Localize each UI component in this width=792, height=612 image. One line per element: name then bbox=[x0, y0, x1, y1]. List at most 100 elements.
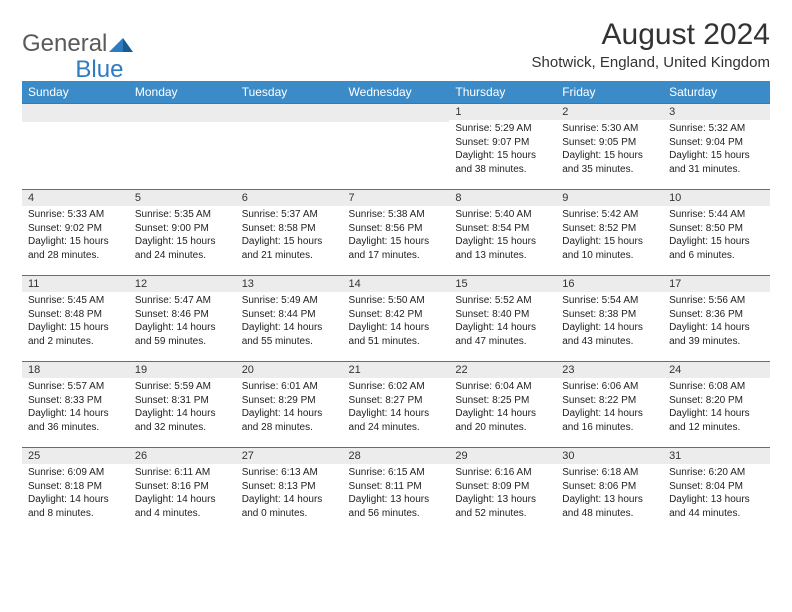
day-number: 16 bbox=[556, 276, 663, 292]
daylight-line: Daylight: 15 hours and 24 minutes. bbox=[135, 235, 230, 262]
daylight-line: Daylight: 14 hours and 32 minutes. bbox=[135, 407, 230, 434]
day-details: Sunrise: 6:04 AMSunset: 8:25 PMDaylight:… bbox=[449, 378, 556, 438]
day-number: 12 bbox=[129, 276, 236, 292]
daylight-line: Daylight: 14 hours and 59 minutes. bbox=[135, 321, 230, 348]
sunrise-line: Sunrise: 5:59 AM bbox=[135, 380, 230, 394]
daylight-line: Daylight: 13 hours and 44 minutes. bbox=[669, 493, 764, 520]
sunrise-line: Sunrise: 6:15 AM bbox=[349, 466, 444, 480]
weekday-header: Saturday bbox=[663, 81, 770, 104]
day-number-empty bbox=[343, 104, 450, 122]
calendar-day-cell bbox=[236, 104, 343, 190]
calendar-day-cell: 17Sunrise: 5:56 AMSunset: 8:36 PMDayligh… bbox=[663, 276, 770, 362]
calendar-week-row: 1Sunrise: 5:29 AMSunset: 9:07 PMDaylight… bbox=[22, 104, 770, 190]
sunset-line: Sunset: 8:33 PM bbox=[28, 394, 123, 408]
day-number-empty bbox=[129, 104, 236, 122]
header: General Blue August 2024 Shotwick, Engla… bbox=[22, 18, 770, 71]
day-details: Sunrise: 5:49 AMSunset: 8:44 PMDaylight:… bbox=[236, 292, 343, 352]
sunset-line: Sunset: 8:46 PM bbox=[135, 308, 230, 322]
weekday-header: Sunday bbox=[22, 81, 129, 104]
sunrise-line: Sunrise: 6:01 AM bbox=[242, 380, 337, 394]
location-subtitle: Shotwick, England, United Kingdom bbox=[532, 54, 770, 71]
sunset-line: Sunset: 8:29 PM bbox=[242, 394, 337, 408]
sunset-line: Sunset: 8:42 PM bbox=[349, 308, 444, 322]
sunrise-line: Sunrise: 5:44 AM bbox=[669, 208, 764, 222]
sunrise-line: Sunrise: 6:20 AM bbox=[669, 466, 764, 480]
daylight-line: Daylight: 13 hours and 56 minutes. bbox=[349, 493, 444, 520]
day-number: 7 bbox=[343, 190, 450, 206]
sunset-line: Sunset: 8:52 PM bbox=[562, 222, 657, 236]
sunrise-line: Sunrise: 6:18 AM bbox=[562, 466, 657, 480]
calendar-day-cell: 31Sunrise: 6:20 AMSunset: 8:04 PMDayligh… bbox=[663, 448, 770, 534]
month-title: August 2024 bbox=[532, 18, 770, 52]
calendar-day-cell: 15Sunrise: 5:52 AMSunset: 8:40 PMDayligh… bbox=[449, 276, 556, 362]
daylight-line: Daylight: 15 hours and 31 minutes. bbox=[669, 149, 764, 176]
calendar-day-cell: 9Sunrise: 5:42 AMSunset: 8:52 PMDaylight… bbox=[556, 190, 663, 276]
day-details: Sunrise: 6:15 AMSunset: 8:11 PMDaylight:… bbox=[343, 464, 450, 524]
day-number: 28 bbox=[343, 448, 450, 464]
sunrise-line: Sunrise: 6:16 AM bbox=[455, 466, 550, 480]
day-number: 5 bbox=[129, 190, 236, 206]
sunset-line: Sunset: 8:27 PM bbox=[349, 394, 444, 408]
sunrise-line: Sunrise: 5:38 AM bbox=[349, 208, 444, 222]
day-details: Sunrise: 5:29 AMSunset: 9:07 PMDaylight:… bbox=[449, 120, 556, 180]
logo-triangle-icon bbox=[109, 32, 135, 57]
weekday-header-row: Sunday Monday Tuesday Wednesday Thursday… bbox=[22, 81, 770, 104]
calendar-day-cell: 18Sunrise: 5:57 AMSunset: 8:33 PMDayligh… bbox=[22, 362, 129, 448]
sunset-line: Sunset: 8:18 PM bbox=[28, 480, 123, 494]
calendar-day-cell: 28Sunrise: 6:15 AMSunset: 8:11 PMDayligh… bbox=[343, 448, 450, 534]
weekday-header: Wednesday bbox=[343, 81, 450, 104]
sunset-line: Sunset: 8:38 PM bbox=[562, 308, 657, 322]
weekday-header: Monday bbox=[129, 81, 236, 104]
sunrise-line: Sunrise: 5:37 AM bbox=[242, 208, 337, 222]
sunrise-line: Sunrise: 6:09 AM bbox=[28, 466, 123, 480]
day-details: Sunrise: 5:47 AMSunset: 8:46 PMDaylight:… bbox=[129, 292, 236, 352]
sunset-line: Sunset: 9:02 PM bbox=[28, 222, 123, 236]
sunset-line: Sunset: 8:48 PM bbox=[28, 308, 123, 322]
daylight-line: Daylight: 14 hours and 8 minutes. bbox=[28, 493, 123, 520]
day-details: Sunrise: 5:57 AMSunset: 8:33 PMDaylight:… bbox=[22, 378, 129, 438]
daylight-line: Daylight: 14 hours and 51 minutes. bbox=[349, 321, 444, 348]
sunrise-line: Sunrise: 5:35 AM bbox=[135, 208, 230, 222]
day-details: Sunrise: 5:52 AMSunset: 8:40 PMDaylight:… bbox=[449, 292, 556, 352]
sunset-line: Sunset: 8:13 PM bbox=[242, 480, 337, 494]
day-number-empty bbox=[22, 104, 129, 122]
daylight-line: Daylight: 14 hours and 47 minutes. bbox=[455, 321, 550, 348]
day-number: 30 bbox=[556, 448, 663, 464]
sunrise-line: Sunrise: 5:29 AM bbox=[455, 122, 550, 136]
sunrise-line: Sunrise: 5:49 AM bbox=[242, 294, 337, 308]
daylight-line: Daylight: 15 hours and 13 minutes. bbox=[455, 235, 550, 262]
calendar-week-row: 25Sunrise: 6:09 AMSunset: 8:18 PMDayligh… bbox=[22, 448, 770, 534]
calendar-day-cell bbox=[22, 104, 129, 190]
calendar-day-cell: 20Sunrise: 6:01 AMSunset: 8:29 PMDayligh… bbox=[236, 362, 343, 448]
sunset-line: Sunset: 8:50 PM bbox=[669, 222, 764, 236]
day-number: 23 bbox=[556, 362, 663, 378]
sunrise-line: Sunrise: 5:54 AM bbox=[562, 294, 657, 308]
sunrise-line: Sunrise: 5:56 AM bbox=[669, 294, 764, 308]
day-details: Sunrise: 6:13 AMSunset: 8:13 PMDaylight:… bbox=[236, 464, 343, 524]
day-details: Sunrise: 5:59 AMSunset: 8:31 PMDaylight:… bbox=[129, 378, 236, 438]
sunset-line: Sunset: 8:56 PM bbox=[349, 222, 444, 236]
calendar-day-cell: 3Sunrise: 5:32 AMSunset: 9:04 PMDaylight… bbox=[663, 104, 770, 190]
sunrise-line: Sunrise: 6:08 AM bbox=[669, 380, 764, 394]
day-details: Sunrise: 5:33 AMSunset: 9:02 PMDaylight:… bbox=[22, 206, 129, 266]
sunset-line: Sunset: 8:06 PM bbox=[562, 480, 657, 494]
daylight-line: Daylight: 15 hours and 6 minutes. bbox=[669, 235, 764, 262]
daylight-line: Daylight: 13 hours and 48 minutes. bbox=[562, 493, 657, 520]
day-number: 11 bbox=[22, 276, 129, 292]
calendar-day-cell: 22Sunrise: 6:04 AMSunset: 8:25 PMDayligh… bbox=[449, 362, 556, 448]
calendar-day-cell: 1Sunrise: 5:29 AMSunset: 9:07 PMDaylight… bbox=[449, 104, 556, 190]
calendar-day-cell: 2Sunrise: 5:30 AMSunset: 9:05 PMDaylight… bbox=[556, 104, 663, 190]
day-details: Sunrise: 5:35 AMSunset: 9:00 PMDaylight:… bbox=[129, 206, 236, 266]
calendar-week-row: 11Sunrise: 5:45 AMSunset: 8:48 PMDayligh… bbox=[22, 276, 770, 362]
day-details: Sunrise: 6:18 AMSunset: 8:06 PMDaylight:… bbox=[556, 464, 663, 524]
logo-text-general: General bbox=[22, 30, 107, 58]
calendar-day-cell: 11Sunrise: 5:45 AMSunset: 8:48 PMDayligh… bbox=[22, 276, 129, 362]
day-details: Sunrise: 6:02 AMSunset: 8:27 PMDaylight:… bbox=[343, 378, 450, 438]
daylight-line: Daylight: 14 hours and 12 minutes. bbox=[669, 407, 764, 434]
sunrise-line: Sunrise: 5:30 AM bbox=[562, 122, 657, 136]
sunset-line: Sunset: 9:07 PM bbox=[455, 136, 550, 150]
day-details: Sunrise: 6:06 AMSunset: 8:22 PMDaylight:… bbox=[556, 378, 663, 438]
calendar-day-cell: 6Sunrise: 5:37 AMSunset: 8:58 PMDaylight… bbox=[236, 190, 343, 276]
calendar-day-cell: 23Sunrise: 6:06 AMSunset: 8:22 PMDayligh… bbox=[556, 362, 663, 448]
day-number: 18 bbox=[22, 362, 129, 378]
